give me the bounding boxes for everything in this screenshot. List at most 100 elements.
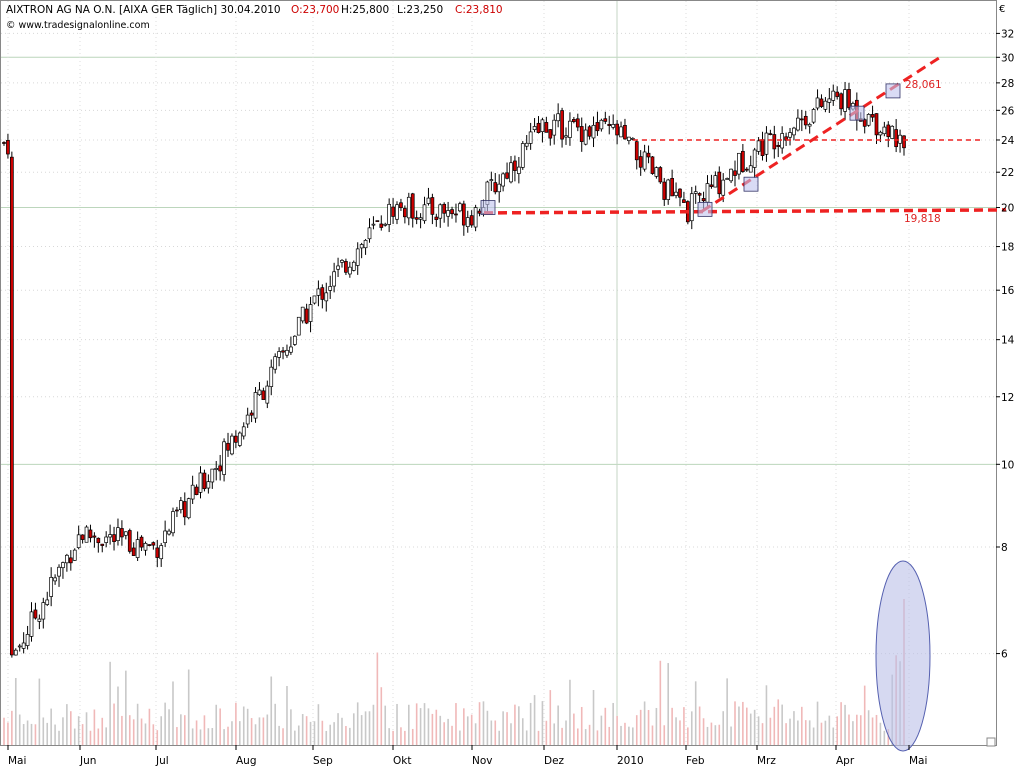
candle-body xyxy=(241,426,246,437)
candle-body xyxy=(10,156,14,656)
candle-body xyxy=(595,122,600,132)
candle-body xyxy=(493,182,498,193)
candle-body xyxy=(878,131,883,136)
candle-body xyxy=(894,129,898,148)
pivot-marker xyxy=(480,200,496,215)
candle-body xyxy=(721,179,726,196)
y-tick-label: 12 xyxy=(1001,392,1014,404)
resistance-label: 28,061 xyxy=(905,79,942,91)
candle-body xyxy=(391,206,395,217)
candle-body xyxy=(76,534,81,549)
candle-body xyxy=(363,239,368,249)
x-tick-label: Aug xyxy=(236,755,257,767)
candle-body xyxy=(289,346,293,353)
candle-body xyxy=(461,203,466,226)
candle-body xyxy=(599,119,604,130)
candle-body xyxy=(430,197,435,215)
candle-body xyxy=(324,292,329,302)
resize-grip[interactable] xyxy=(986,737,996,747)
candle-body xyxy=(682,199,686,203)
candle-body xyxy=(839,93,843,110)
candle-body xyxy=(226,442,230,451)
candle-body xyxy=(171,511,175,534)
candle-body xyxy=(72,549,77,561)
x-tick-label: Sep xyxy=(313,755,333,767)
candle-body xyxy=(418,217,423,220)
candle-body xyxy=(729,168,733,182)
candle-body xyxy=(835,91,840,97)
candle-body xyxy=(139,536,144,548)
candle-body xyxy=(17,645,22,648)
candle-body xyxy=(253,392,258,419)
candle-layer xyxy=(2,81,906,658)
candle-body xyxy=(96,537,101,544)
x-tick-label: Okt xyxy=(393,755,411,767)
candle-body xyxy=(300,306,305,322)
candle-body xyxy=(304,308,309,324)
candle-body xyxy=(57,566,61,577)
candle-body xyxy=(713,175,718,188)
candle-body xyxy=(733,170,737,176)
pivot-marker xyxy=(885,83,901,99)
candle-body xyxy=(285,349,289,356)
candle-body xyxy=(627,136,631,141)
y-tick-label: 20 xyxy=(1001,203,1014,215)
candle-body xyxy=(277,351,281,358)
candle-body xyxy=(701,198,706,202)
candle-body xyxy=(473,207,478,228)
candle-body xyxy=(619,126,623,138)
candle-body xyxy=(320,287,325,300)
candle-body xyxy=(642,151,647,170)
candle-body xyxy=(520,143,525,168)
candle-body xyxy=(501,173,505,187)
candle-body xyxy=(159,545,164,560)
candle-body xyxy=(123,531,128,536)
header-symbol: AIXTRON AG NA O.N. [AIXA GER Täglich] 30… xyxy=(6,4,281,16)
y-tick-label: 16 xyxy=(1001,285,1015,297)
candle-body xyxy=(344,261,348,273)
plot-frame xyxy=(0,0,997,746)
x-tick-label: Jul xyxy=(155,755,169,767)
candle-body xyxy=(811,109,816,123)
y-tick-label: 28 xyxy=(1001,78,1014,90)
y-tick-label: 22 xyxy=(1001,167,1014,179)
candle-body xyxy=(544,122,549,133)
candle-body xyxy=(296,316,301,336)
candle-body xyxy=(646,152,651,158)
candle-body xyxy=(524,142,529,147)
candle-body xyxy=(678,188,682,198)
candle-body xyxy=(662,181,667,200)
candle-body xyxy=(120,528,124,538)
candle-body xyxy=(552,119,557,136)
candle-body xyxy=(776,144,781,147)
candle-body xyxy=(772,134,777,150)
candle-body xyxy=(375,220,380,222)
candle-body xyxy=(603,118,608,122)
header-close: C:23,810 xyxy=(455,4,503,16)
candle-body xyxy=(6,140,10,155)
candle-body xyxy=(29,611,34,637)
candle-body xyxy=(340,260,344,263)
candle-body xyxy=(2,142,6,144)
candle-body xyxy=(222,441,226,475)
candle-body xyxy=(737,152,741,175)
candle-body xyxy=(717,171,722,195)
candle-body xyxy=(395,204,399,220)
candle-body xyxy=(454,213,458,216)
candle-body xyxy=(831,90,836,101)
x-tick-label: Feb xyxy=(686,755,705,767)
candle-body xyxy=(234,435,238,443)
x-tick-label: 2010 xyxy=(617,755,644,767)
header-source: © www.tradesignalonline.com xyxy=(6,20,150,31)
support-line xyxy=(483,208,1007,215)
candle-body xyxy=(422,204,427,222)
candle-body xyxy=(131,547,136,556)
candle-body xyxy=(49,576,54,597)
candle-body xyxy=(194,486,199,495)
candle-body xyxy=(269,366,274,387)
candle-body xyxy=(575,118,580,128)
grid-layer xyxy=(1,1,996,745)
candle-body xyxy=(870,114,875,118)
support-label: 19,818 xyxy=(904,213,941,225)
candle-body xyxy=(568,120,572,138)
